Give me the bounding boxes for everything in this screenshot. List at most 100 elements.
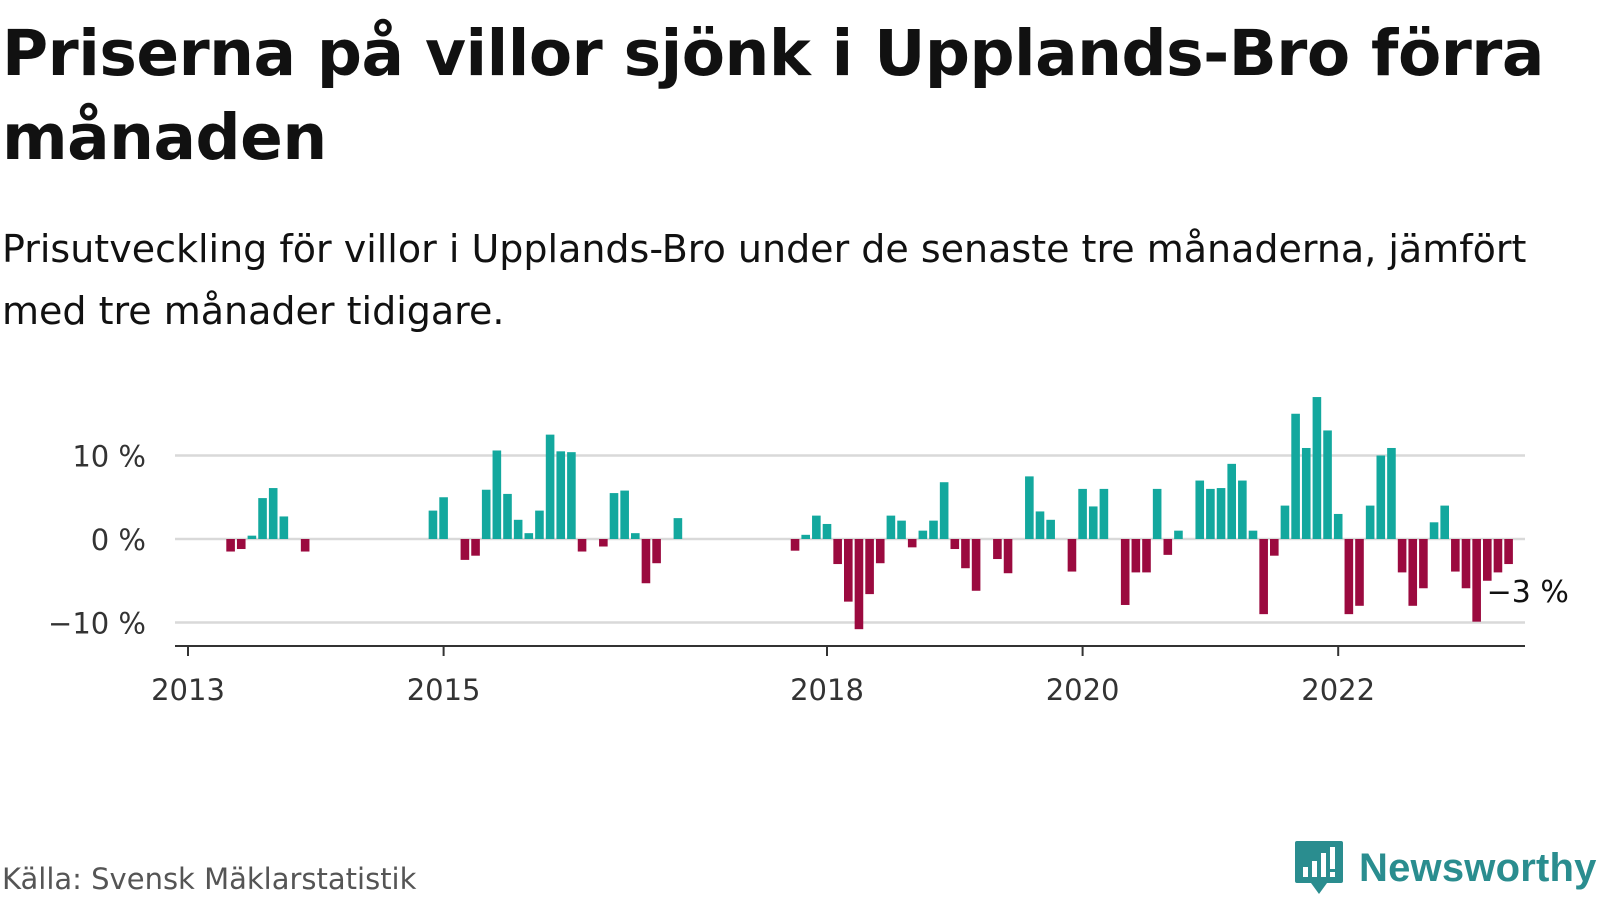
x-tick-label: 2020	[1046, 673, 1120, 707]
bar	[428, 510, 438, 539]
chart-title: Priserna på villor sjönk i Upplands-Bro …	[2, 17, 1544, 174]
bar-chart: 10 %0 %−10 %2013 2015 2018 2020 2022−3 %−3 %	[48, 397, 1572, 707]
bar	[865, 539, 874, 595]
bar	[1270, 539, 1279, 556]
bar	[535, 510, 544, 539]
brand-logo: Newsworthy	[1293, 839, 1597, 897]
bar	[567, 452, 576, 539]
bar	[258, 498, 267, 539]
bar	[236, 539, 246, 550]
bar	[1035, 511, 1045, 539]
bar	[1238, 480, 1247, 539]
bar	[556, 451, 566, 539]
bar	[268, 488, 278, 539]
bar	[790, 539, 800, 551]
bar	[609, 493, 619, 539]
bar	[1046, 519, 1055, 539]
bar	[875, 539, 885, 564]
bar	[1397, 539, 1407, 573]
bar	[1099, 488, 1109, 539]
bar	[1120, 539, 1130, 605]
bar	[1291, 413, 1300, 539]
bar	[1195, 480, 1205, 539]
bar	[918, 530, 928, 539]
bar	[481, 489, 491, 539]
bar	[961, 539, 970, 569]
bar	[1440, 505, 1449, 539]
bar	[1493, 539, 1503, 573]
bar	[1088, 506, 1098, 539]
y-tick-label: −10 %	[48, 607, 146, 641]
bar	[1387, 447, 1396, 539]
bar	[1163, 539, 1173, 555]
bar	[1312, 397, 1322, 539]
bar	[1206, 488, 1215, 539]
bar	[1280, 505, 1290, 539]
bar	[833, 539, 842, 565]
bar	[1429, 522, 1439, 539]
bar	[1408, 539, 1418, 606]
newsworthy-logo-icon	[1295, 841, 1343, 894]
bar	[652, 539, 661, 564]
bar	[1152, 488, 1162, 539]
bar	[1376, 455, 1386, 539]
bar	[1333, 513, 1343, 539]
bar	[993, 539, 1002, 560]
x-tick-label: 2018	[790, 673, 864, 707]
y-tick-label: 10 %	[72, 440, 146, 474]
bar	[460, 539, 470, 560]
bar	[620, 490, 629, 539]
bar	[577, 539, 587, 552]
bar	[897, 520, 906, 539]
brand-name: Newsworthy	[1359, 845, 1597, 890]
bar	[1174, 530, 1183, 539]
bar	[950, 539, 960, 550]
bar	[886, 515, 896, 539]
x-tick-label: 2022	[1301, 673, 1375, 707]
bar	[1227, 463, 1236, 539]
bar	[599, 539, 608, 547]
x-tick-label: 2015	[407, 673, 481, 707]
bar	[822, 523, 832, 539]
bar	[631, 533, 640, 539]
bar	[1461, 539, 1471, 589]
bar	[1025, 476, 1034, 540]
bar	[1003, 539, 1013, 574]
bar	[1301, 447, 1311, 539]
bar	[854, 539, 864, 630]
bar	[226, 539, 235, 552]
bar	[1142, 539, 1151, 573]
bar	[929, 520, 938, 539]
x-tick-label: 2013	[151, 673, 225, 707]
bar	[1216, 488, 1226, 539]
bar	[907, 539, 917, 548]
bar	[641, 539, 651, 584]
source-note: Källa: Svensk Mäklarstatistik	[2, 862, 417, 896]
bar	[1067, 539, 1077, 572]
bar	[524, 533, 534, 539]
bar	[279, 516, 289, 539]
bar	[471, 539, 480, 556]
last-value-label: −3 %	[1487, 575, 1569, 610]
bar	[1355, 539, 1364, 606]
bar	[1365, 505, 1375, 539]
bar	[545, 434, 555, 540]
bar	[1451, 539, 1460, 572]
bar	[971, 539, 981, 591]
chart-subtitle: Prisutveckling för villor i Upplands-Bro…	[2, 227, 1527, 333]
bar	[1259, 539, 1268, 615]
bar	[300, 539, 310, 552]
bar	[247, 535, 257, 539]
bar	[492, 450, 502, 539]
bar	[1323, 430, 1332, 539]
bar	[673, 518, 683, 540]
bar	[844, 539, 853, 602]
y-tick-label: 0 %	[91, 523, 146, 557]
bar	[1483, 539, 1492, 581]
bar	[801, 534, 810, 539]
bar	[812, 515, 821, 539]
bar	[1131, 539, 1141, 573]
bar	[1248, 530, 1258, 539]
bar	[1504, 539, 1513, 565]
bar	[513, 519, 523, 539]
